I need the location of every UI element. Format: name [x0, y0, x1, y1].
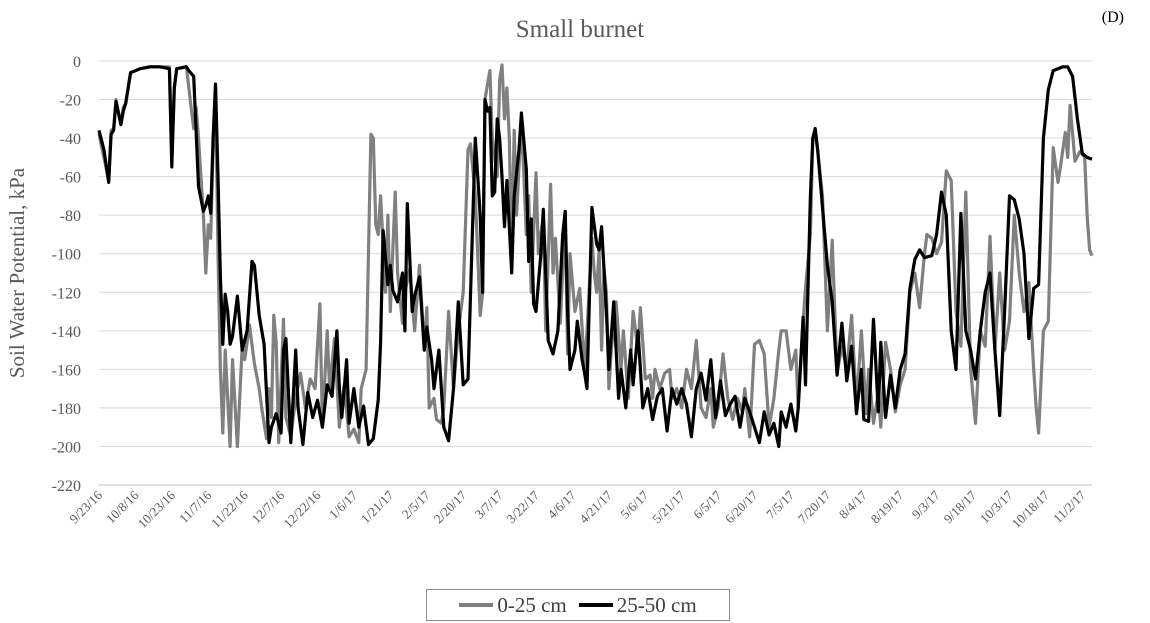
x-tick-labels: 9/23/1610/8/1610/23/1611/7/1611/22/1612/…: [66, 487, 1088, 531]
chart-title: Small burnet: [516, 16, 645, 43]
x-tick-label: 1/21/17: [358, 487, 397, 526]
y-axis-label: Soil Water Potential, kPa: [5, 167, 29, 378]
x-tick-label: 4/21/17: [576, 487, 615, 526]
x-tick-label: 12/22/16: [280, 487, 324, 531]
legend-label-shallow: 0-25 cm: [497, 592, 567, 617]
x-tick-label: 7/5/17: [763, 487, 797, 521]
x-tick-label: 1/6/17: [326, 487, 360, 521]
y-tick-label: -200: [52, 439, 81, 456]
legend-label-deep: 25-50 cm: [616, 592, 697, 617]
x-tick-label: 5/21/17: [649, 487, 688, 526]
x-tick-label: 11/2/17: [1050, 487, 1089, 526]
y-tick-labels: 0 -20 -40 -60 -80 -100 -120 -140 -160 -180 -200 -22…: [52, 54, 81, 495]
series-line: [97, 63, 1094, 449]
gridlines: [99, 60, 1092, 486]
x-tick-label: 5/6/17: [617, 487, 651, 521]
y-tick-label: -120: [52, 285, 81, 302]
y-tick-label: -60: [60, 170, 81, 187]
y-tick-label: -20: [60, 93, 81, 110]
y-tick-label: -220: [52, 478, 81, 495]
legend-item-shallow: 0-25 cm: [459, 592, 567, 618]
panel-label: (D): [1102, 9, 1124, 26]
x-tick-label: 7/20/17: [795, 487, 834, 526]
y-tick-label: -180: [52, 401, 81, 418]
y-tick-label: -80: [60, 208, 81, 225]
series-line: [97, 65, 1093, 449]
series-shallow: [97, 63, 1094, 449]
legend-item-deep: 25-50 cm: [578, 592, 697, 618]
legend-swatch-deep: [578, 603, 613, 607]
legend-swatch-shallow: [459, 603, 494, 607]
x-tick-label: 10/23/16: [135, 487, 179, 531]
y-tick-label: -140: [52, 324, 81, 341]
x-tick-label: 9/18/17: [940, 487, 979, 526]
series-lines: [97, 63, 1094, 449]
x-tick-label: 8/19/17: [868, 487, 907, 526]
series-deep: [97, 65, 1093, 449]
x-tick-label: 8/4/17: [836, 487, 870, 521]
y-tick-label: -160: [52, 362, 81, 379]
y-tick-label: 0: [73, 54, 81, 71]
x-tick-label: 6/20/17: [722, 487, 761, 526]
legend: 0-25 cm 25-50 cm: [426, 589, 730, 621]
x-tick-label: 4/6/17: [544, 487, 578, 521]
x-tick-label: 2/5/17: [399, 487, 433, 521]
y-tick-label: -100: [52, 247, 81, 264]
x-tick-label: 6/5/17: [690, 487, 724, 521]
x-tick-label: 2/20/17: [431, 487, 470, 526]
x-tick-label: 11/22/16: [208, 487, 251, 530]
x-tick-label: 3/22/17: [503, 487, 542, 526]
x-tick-label: 9/3/17: [909, 487, 943, 521]
x-tick-label: 3/7/17: [472, 487, 506, 521]
y-tick-label: -40: [60, 131, 81, 148]
x-tick-label: 10/18/17: [1009, 487, 1053, 531]
